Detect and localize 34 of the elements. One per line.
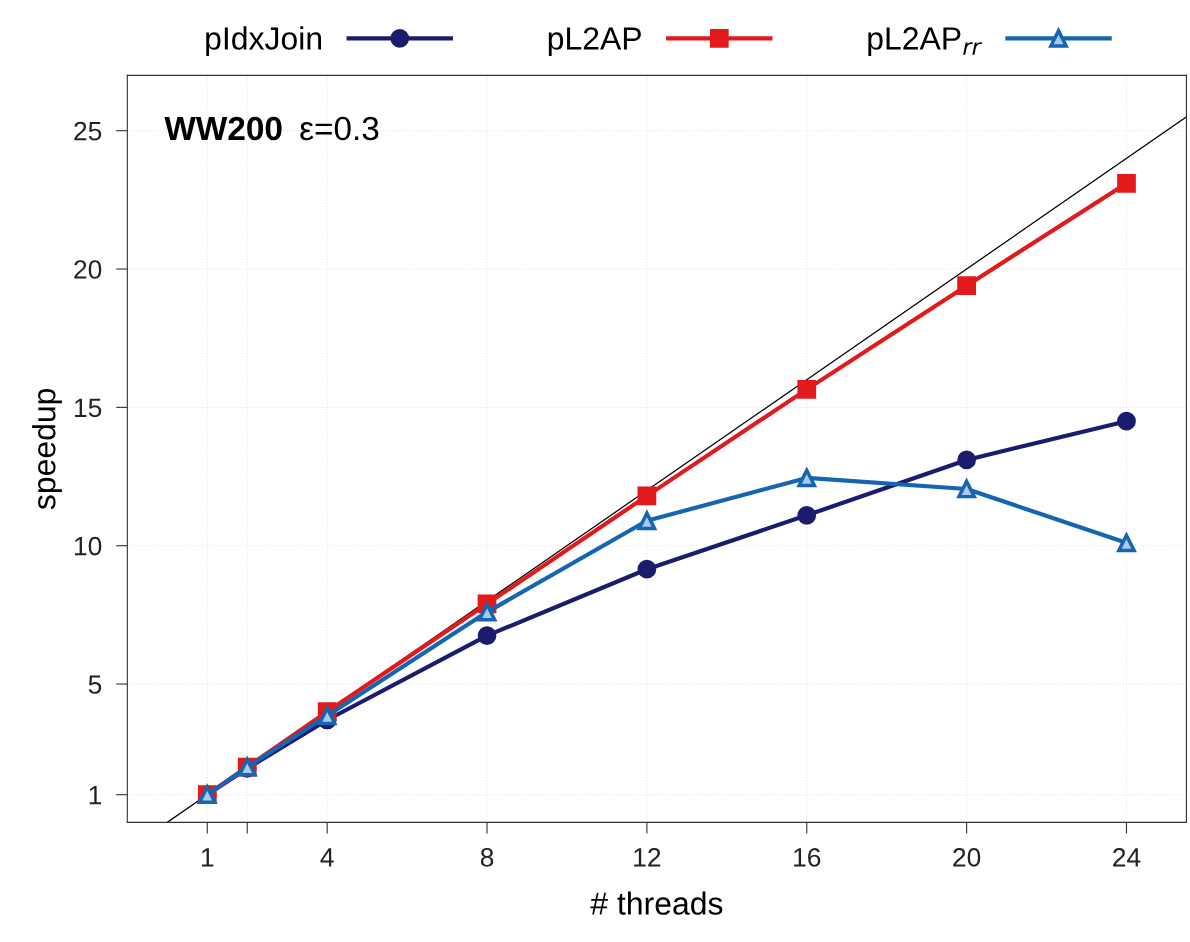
y-tick-label: 5 bbox=[88, 675, 102, 694]
x-tick-label: 24 bbox=[1113, 848, 1141, 867]
x-tick-label: 4 bbox=[320, 848, 334, 867]
point bbox=[797, 380, 817, 399]
x-tick-label: 20 bbox=[953, 848, 981, 867]
point bbox=[797, 505, 817, 525]
y-tick-label: 25 bbox=[74, 121, 102, 141]
y-tick-label: 15 bbox=[74, 398, 102, 418]
point bbox=[637, 511, 657, 531]
point bbox=[477, 626, 497, 645]
point bbox=[1117, 411, 1136, 431]
point bbox=[637, 486, 657, 506]
legend-label: pL2AP bbox=[548, 27, 641, 57]
point bbox=[476, 600, 498, 622]
y-tick-label: 10 bbox=[74, 536, 102, 556]
x-axis-title: # threads bbox=[590, 891, 723, 915]
point bbox=[1117, 173, 1136, 193]
legend-label: pL2AP$_{rr}$ bbox=[868, 27, 982, 57]
point bbox=[796, 466, 818, 488]
point bbox=[957, 450, 976, 470]
y-tick-label: 20 bbox=[74, 260, 102, 279]
point bbox=[1116, 531, 1137, 553]
x-tick-label: 1 bbox=[201, 848, 214, 867]
point bbox=[956, 477, 977, 499]
x-tick-label: 16 bbox=[794, 848, 821, 867]
y-tick-label: 1 bbox=[89, 786, 102, 805]
x-tick-label: 12 bbox=[634, 848, 661, 867]
y-axis-title: speedup bbox=[32, 388, 62, 510]
point bbox=[957, 276, 976, 296]
x-tick-label: 8 bbox=[480, 848, 494, 867]
legend-label: pIdxJoin bbox=[206, 26, 322, 57]
point bbox=[637, 559, 657, 579]
text: WW200 bbox=[164, 116, 282, 141]
text: ε=0.3 bbox=[300, 116, 379, 141]
